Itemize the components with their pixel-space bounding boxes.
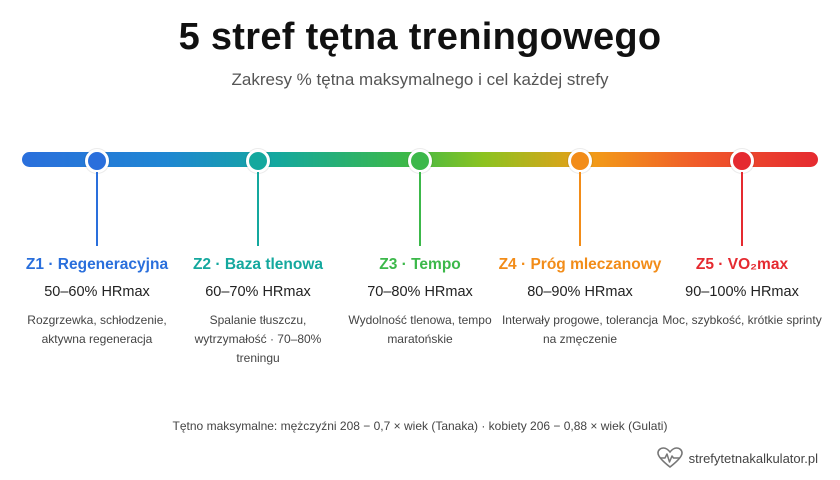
zone-range: 60–70% HRmax bbox=[205, 284, 311, 300]
zone-range: 90–100% HRmax bbox=[685, 284, 799, 300]
zone-range: 50–60% HRmax bbox=[44, 284, 150, 300]
zone-connector bbox=[96, 172, 98, 246]
zone-description: Spalanie tłuszczu, wytrzymałość · 70–80%… bbox=[194, 313, 322, 365]
page-title: 5 stref tętna treningowego bbox=[178, 16, 662, 58]
zone-marker bbox=[85, 149, 109, 173]
brand-url: strefytetnakalkulator.pl bbox=[688, 450, 818, 466]
zone-marker bbox=[568, 149, 592, 173]
zone-marker bbox=[246, 149, 270, 173]
zone-range: 70–80% HRmax bbox=[367, 284, 473, 300]
zone-name: Z1 · Regeneracyjna bbox=[25, 256, 169, 273]
page-subtitle: Zakresy % tętna maksymalnego i cel każde… bbox=[231, 70, 609, 89]
zone-name: Z2 · Baza tlenowa bbox=[192, 256, 324, 273]
zone-connector bbox=[579, 172, 581, 246]
zone-description: Wydolność tlenowa, tempo maratońskie bbox=[348, 313, 492, 346]
zone-marker bbox=[408, 149, 432, 173]
zone-connector bbox=[257, 172, 259, 246]
heart-pulse-icon bbox=[656, 447, 683, 469]
zone-description: Moc, szybkość, krótkie sprinty bbox=[662, 313, 822, 327]
zone-range: 80–90% HRmax bbox=[527, 284, 633, 300]
zone-marker bbox=[730, 149, 754, 173]
hrmax-formula-note: Tętno maksymalne: mężczyźni 208 − 0,7 × … bbox=[172, 419, 668, 433]
zone-description: Rozgrzewka, schłodzenie, aktywna regener… bbox=[27, 313, 167, 346]
zone-name: Z5 · VO₂max bbox=[695, 256, 789, 273]
zone-connector bbox=[741, 172, 743, 246]
zone-name: Z4 · Próg mleczanowy bbox=[498, 256, 662, 273]
brand: strefytetnakalkulator.pl bbox=[656, 447, 818, 469]
zone-description: Interwały progowe, tolerancja na zmęczen… bbox=[501, 313, 659, 346]
zone-name: Z3 · Tempo bbox=[379, 256, 461, 273]
zone-connector bbox=[419, 172, 421, 246]
